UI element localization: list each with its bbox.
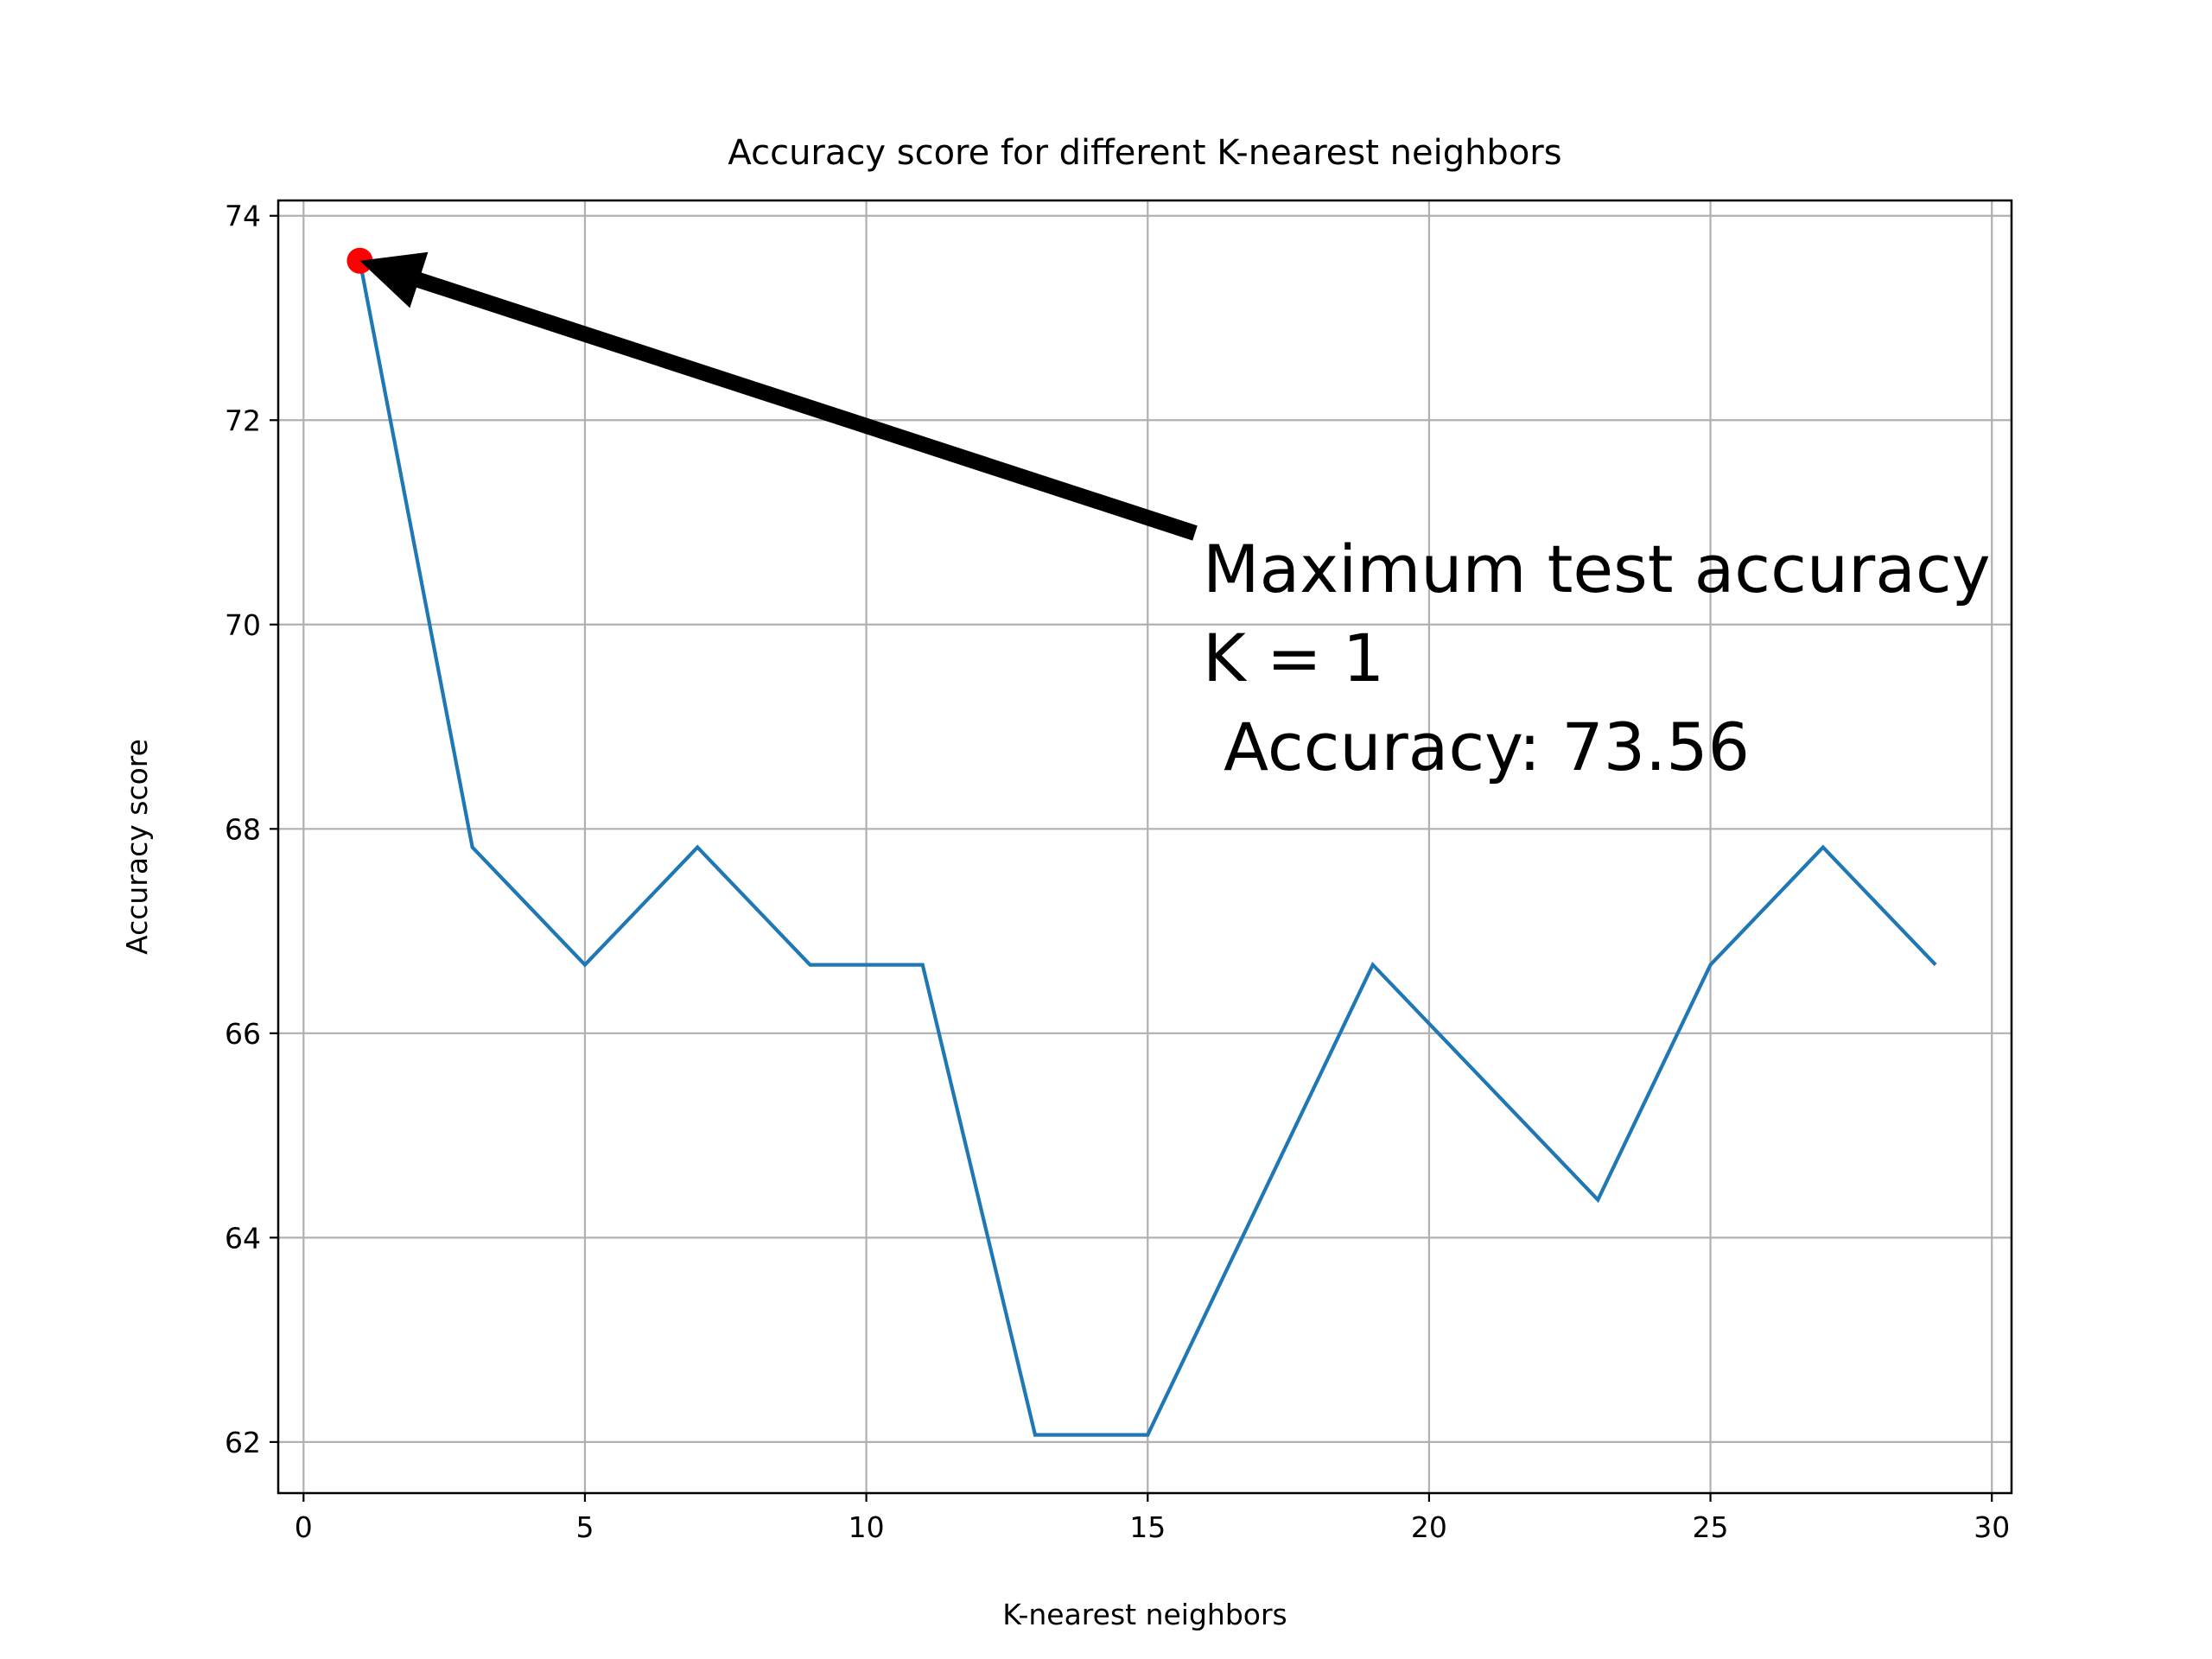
y-axis-label: Accuracy score — [120, 739, 154, 955]
x-tick-label: 15 — [1129, 1510, 1166, 1544]
gridlines — [278, 200, 2012, 1493]
x-tick-label: 10 — [849, 1510, 885, 1544]
series-layer — [346, 247, 1937, 1437]
annotation-layer: Maximum test accuracy K = 1 Accuracy: 73.… — [359, 251, 1991, 785]
annotation-text-line: Maximum test accuracy — [1203, 531, 1991, 607]
x-axis-label: K-nearest neighbors — [1002, 1598, 1287, 1631]
x-tick-label: 30 — [1974, 1510, 2010, 1544]
x-tick-label: 0 — [295, 1510, 313, 1544]
y-tick-label: 64 — [225, 1221, 261, 1255]
chart-title: Accuracy score for different K-nearest n… — [728, 133, 1561, 173]
x-tick-label: 25 — [1693, 1510, 1729, 1544]
y-tick-label: 68 — [225, 812, 261, 846]
y-tick-label: 72 — [225, 404, 261, 437]
y-tick-label: 74 — [225, 200, 261, 233]
axis-ticks: 0 5 10 15 20 25 30 62 64 66 68 70 72 74 — [225, 200, 2010, 1544]
y-tick-label: 66 — [225, 1017, 261, 1051]
annotation-text-line: K = 1 — [1203, 620, 1384, 696]
x-tick-label: 5 — [575, 1510, 594, 1544]
max-accuracy-point — [346, 247, 373, 274]
annotation-text-line: Accuracy: 73.56 — [1203, 709, 1750, 785]
annotation-arrow — [359, 251, 1198, 541]
series-line — [358, 260, 1937, 1437]
y-tick-label: 70 — [225, 608, 261, 642]
plot-frame — [276, 199, 2013, 1495]
y-tick-label: 62 — [225, 1426, 261, 1459]
x-tick-label: 20 — [1411, 1510, 1447, 1544]
